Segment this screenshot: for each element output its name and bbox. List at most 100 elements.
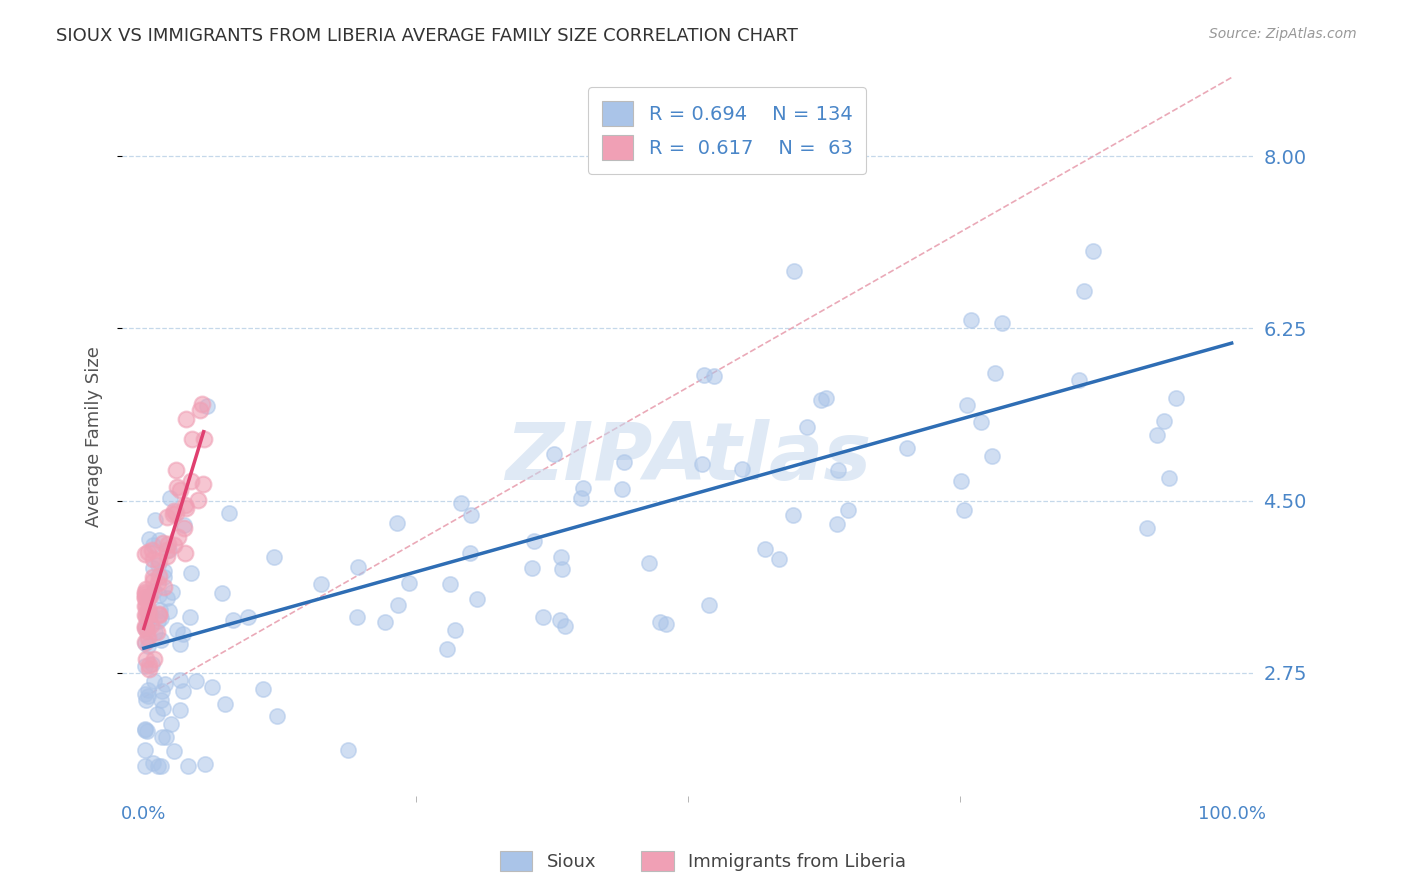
Point: [136, 631, 159, 645]
Point: [142, 756, 165, 770]
Point: [134, 742, 156, 756]
Point: [690, 457, 713, 471]
Point: [731, 462, 754, 476]
Point: [166, 623, 188, 637]
Point: [439, 577, 461, 591]
Point: [768, 551, 790, 566]
Point: [142, 560, 165, 574]
Point: [134, 723, 156, 737]
Point: [142, 651, 165, 665]
Point: [138, 639, 160, 653]
Point: [782, 508, 804, 522]
Point: [138, 607, 160, 622]
Point: [172, 684, 194, 698]
Point: [134, 591, 156, 605]
Point: [148, 614, 170, 628]
Point: [143, 624, 166, 639]
Point: [218, 506, 240, 520]
Point: [436, 642, 458, 657]
Point: [195, 399, 218, 413]
Point: [134, 621, 156, 635]
Point: [150, 730, 173, 744]
Point: [754, 541, 776, 556]
Point: [134, 723, 156, 738]
Point: [135, 609, 157, 624]
Point: [187, 492, 209, 507]
Point: [950, 474, 973, 488]
Text: SIOUX VS IMMIGRANTS FROM LIBERIA AVERAGE FAMILY SIZE CORRELATION CHART: SIOUX VS IMMIGRANTS FROM LIBERIA AVERAGE…: [56, 27, 799, 45]
Point: [460, 508, 482, 522]
Point: [169, 673, 191, 687]
Point: [148, 588, 170, 602]
Point: [135, 591, 157, 605]
Point: [149, 611, 172, 625]
Point: [523, 533, 546, 548]
Point: [177, 759, 200, 773]
Point: [522, 561, 544, 575]
Point: [387, 516, 409, 530]
Point: [146, 558, 169, 572]
Point: [136, 683, 159, 698]
Point: [450, 496, 472, 510]
Point: [135, 582, 157, 597]
Point: [159, 491, 181, 505]
Point: [135, 652, 157, 666]
Point: [191, 476, 214, 491]
Point: [143, 513, 166, 527]
Point: [135, 693, 157, 707]
Point: [135, 599, 157, 613]
Point: [970, 415, 993, 429]
Point: [150, 683, 173, 698]
Point: [148, 533, 170, 547]
Point: [139, 607, 162, 622]
Point: [149, 759, 172, 773]
Point: [156, 543, 179, 558]
Point: [142, 552, 165, 566]
Point: [815, 392, 838, 406]
Point: [1136, 521, 1159, 535]
Point: [138, 662, 160, 676]
Point: [458, 546, 481, 560]
Point: [134, 587, 156, 601]
Point: [149, 632, 172, 647]
Point: [134, 599, 156, 614]
Point: [648, 615, 671, 630]
Point: [136, 605, 159, 619]
Point: [153, 580, 176, 594]
Point: [156, 549, 179, 563]
Point: [157, 604, 180, 618]
Point: [554, 618, 576, 632]
Point: [952, 502, 974, 516]
Point: [263, 549, 285, 564]
Point: [163, 538, 186, 552]
Point: [169, 483, 191, 497]
Point: [173, 521, 195, 535]
Point: [222, 613, 245, 627]
Point: [1067, 373, 1090, 387]
Text: ZIPAtlas: ZIPAtlas: [505, 419, 870, 497]
Point: [703, 368, 725, 383]
Point: [309, 576, 332, 591]
Point: [153, 677, 176, 691]
Point: [960, 312, 983, 326]
Y-axis label: Average Family Size: Average Family Size: [86, 346, 103, 527]
Point: [163, 504, 186, 518]
Point: [697, 599, 720, 613]
Point: [236, 609, 259, 624]
Point: [180, 432, 202, 446]
Point: [956, 398, 979, 412]
Point: [837, 503, 859, 517]
Point: [984, 366, 1007, 380]
Point: [134, 591, 156, 606]
Legend: Sioux, Immigrants from Liberia: Sioux, Immigrants from Liberia: [492, 844, 914, 879]
Point: [136, 724, 159, 739]
Point: [174, 546, 197, 560]
Point: [211, 586, 233, 600]
Point: [266, 708, 288, 723]
Point: [531, 609, 554, 624]
Point: [156, 509, 179, 524]
Text: Source: ZipAtlas.com: Source: ZipAtlas.com: [1209, 27, 1357, 41]
Point: [569, 491, 592, 506]
Point: [991, 316, 1014, 330]
Point: [571, 481, 593, 495]
